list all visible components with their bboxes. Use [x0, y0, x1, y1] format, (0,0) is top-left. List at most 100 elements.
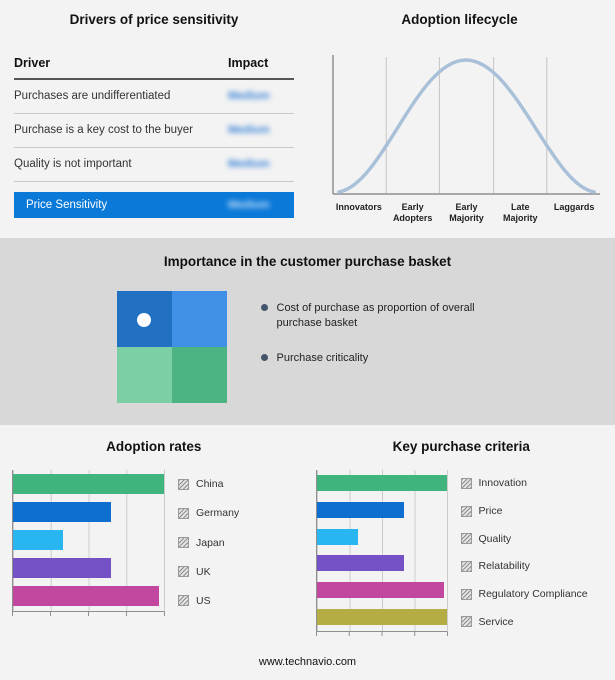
- key-criteria-plot-area: [315, 469, 448, 636]
- bullet-text: Cost of purchase as proportion of overal…: [276, 301, 475, 329]
- legend-swatch-icon: [460, 588, 472, 600]
- lifecycle-stages: Innovators Early Adopters Early Majority La…: [332, 202, 601, 224]
- legend-item: Relatability: [460, 560, 588, 573]
- key-purchase-criteria-panel: Key purchase criteria Innovation Price Qua…: [308, 439, 615, 636]
- impact-cell: Medium: [228, 113, 294, 148]
- stage-label: Early Adopters: [392, 202, 433, 223]
- legend-label: Japan: [196, 536, 225, 549]
- impact-value-blurred: Medium: [228, 124, 270, 136]
- driver-cell: Purchases are undifferentiated: [14, 79, 228, 114]
- footer-url: www.technavio.com: [258, 656, 357, 668]
- bar-germany: [13, 501, 112, 522]
- legend-label: UK: [196, 565, 211, 578]
- legend-item: Price: [460, 505, 588, 518]
- legend-item: Quality: [460, 532, 588, 545]
- driver-row: Purchase is a key cost to the buyer Mediu…: [14, 113, 294, 148]
- x-axis-ticks: [315, 631, 448, 636]
- quadrant-top-right: [171, 290, 227, 347]
- bullet-icon: [260, 303, 268, 311]
- legend-label: Price: [478, 505, 503, 518]
- legend-label: Germany: [196, 507, 240, 520]
- impact-value-blurred: Medium: [228, 199, 270, 211]
- adoption-rates-chart: China Germany Japan UK US: [0, 469, 308, 616]
- price-sensitivity-panel: Drivers of price sensitivity Driver Impa…: [0, 12, 312, 224]
- adoption-lifecycle-panel: Adoption lifecycle Innovators Early Adopt…: [312, 12, 615, 224]
- bullet-icon: [260, 354, 268, 362]
- x-axis-ticks: [12, 611, 165, 616]
- impact-cell: Medium: [228, 79, 294, 114]
- legend-label: China: [196, 478, 224, 491]
- quadrant-bottom-left: [116, 346, 172, 403]
- legend-item: Service: [460, 615, 588, 628]
- legend-label: Regulatory Compliance: [478, 588, 588, 601]
- legend-item: China: [178, 478, 239, 490]
- adoption-lifecycle-chart: Innovators Early Adopters Early Majority La…: [332, 47, 601, 224]
- legend-item: UK: [178, 566, 239, 578]
- drivers-table-body: Purchases are undifferentiated Medium Purc…: [14, 79, 294, 182]
- position-dot-icon: [136, 312, 151, 327]
- bottom-section: Adoption rates China Germany Japan UK US Key…: [0, 439, 615, 636]
- price-sensitivity-row: Price Sensitivity Medium: [14, 192, 294, 218]
- bar-regulatory-compliance: [316, 582, 444, 599]
- adoption-rates-panel: Adoption rates China Germany Japan UK US: [0, 439, 308, 636]
- purchase-basket-bullets: Cost of purchase as proportion of overal…: [260, 291, 499, 387]
- adoption-rates-plot: [12, 469, 165, 612]
- bar-uk: [13, 558, 112, 579]
- driver-row: Purchases are undifferentiated Medium: [14, 79, 294, 114]
- bar-relatability: [316, 555, 404, 572]
- legend-swatch-icon: [460, 505, 472, 517]
- drivers-table: Driver Impact Purchases are undifferenti…: [14, 51, 294, 182]
- key-purchase-criteria-title: Key purchase criteria: [392, 438, 530, 454]
- bell-curve-chart: [332, 55, 601, 195]
- legend-item: US: [178, 595, 239, 607]
- key-purchase-criteria-chart: Innovation Price Quality Relatability Regula…: [308, 469, 615, 636]
- legend-swatch-icon: [178, 478, 189, 490]
- key-criteria-plot: [315, 469, 448, 632]
- legend-label: Quality: [478, 532, 512, 545]
- legend-item: Regulatory Compliance: [460, 588, 588, 601]
- legend-label: Innovation: [478, 477, 527, 490]
- top-section: Drivers of price sensitivity Driver Impa…: [0, 0, 615, 224]
- legend-swatch-icon: [460, 477, 472, 489]
- price-sensitivity-title: Drivers of price sensitivity: [69, 12, 239, 27]
- legend-label: US: [196, 594, 211, 607]
- impact-value-blurred: Medium: [228, 90, 270, 102]
- driver-row: Quality is not important Medium: [14, 147, 294, 182]
- stage-label: Innovators: [335, 202, 382, 212]
- lifecycle-curve: [337, 58, 596, 194]
- bar-us: [13, 586, 160, 607]
- bar-quality: [316, 528, 359, 545]
- legend-swatch-icon: [178, 566, 189, 578]
- legend-swatch-icon: [178, 537, 189, 549]
- adoption-lifecycle-title: Adoption lifecycle: [401, 12, 518, 27]
- legend-label: Relatability: [478, 560, 530, 573]
- purchase-basket-content: Cost of purchase as proportion of overal…: [0, 290, 615, 403]
- bar-service: [316, 609, 447, 626]
- legend-item: Germany: [178, 507, 239, 519]
- bar-innovation: [316, 475, 447, 491]
- legend-label: Service: [478, 615, 514, 628]
- impact-value-blurred: Medium: [228, 158, 270, 170]
- legend-swatch-icon: [460, 560, 472, 572]
- legend-swatch-icon: [178, 507, 189, 519]
- purchase-basket-quadrant: [116, 290, 227, 403]
- stage-label: Laggards: [553, 202, 595, 212]
- adoption-rates-title: Adoption rates: [106, 438, 202, 454]
- bar-china: [13, 473, 164, 494]
- price-sensitivity-label: Price Sensitivity: [26, 199, 108, 211]
- stage-label: Late Majority: [503, 202, 538, 223]
- stage-label: Early Majority: [449, 202, 484, 223]
- legend-item: Japan: [178, 537, 239, 549]
- quadrant-bottom-right: [171, 346, 227, 403]
- legend-swatch-icon: [460, 616, 472, 628]
- key-criteria-legend: Innovation Price Quality Relatability Regula…: [460, 470, 588, 636]
- impact-cell: Medium: [228, 147, 294, 182]
- adoption-rates-legend: China Germany Japan UK US: [178, 470, 239, 616]
- quadrant-top-left: [116, 290, 172, 347]
- bullet-item: Purchase criticality: [260, 351, 499, 366]
- driver-column-header: Driver: [14, 51, 228, 80]
- legend-swatch-icon: [460, 533, 472, 545]
- drivers-header-row: Driver Impact: [14, 51, 294, 80]
- legend-item: Innovation: [460, 477, 588, 490]
